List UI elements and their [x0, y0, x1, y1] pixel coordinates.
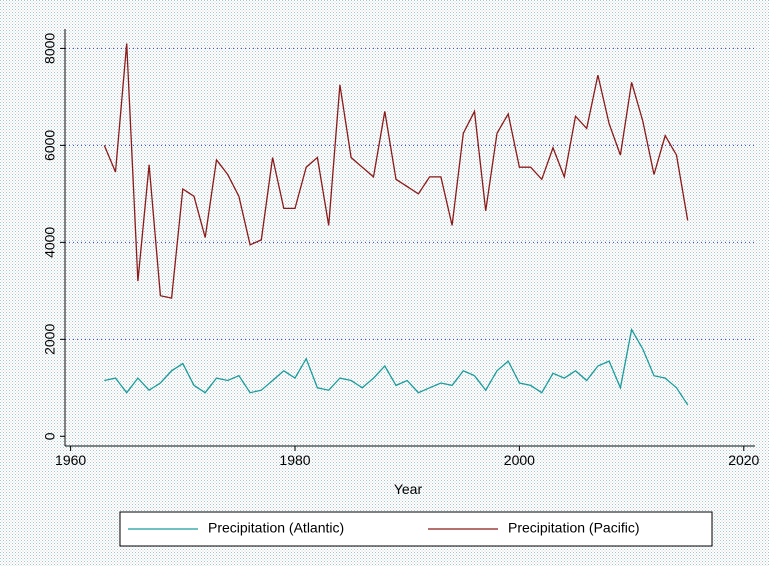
series-line [103, 43, 689, 299]
series-line [104, 327, 689, 406]
x-tick-label: 1960 [55, 452, 86, 468]
x-tick-label: 1980 [279, 452, 310, 468]
y-tick-label: 2000 [42, 324, 58, 355]
x-tick-label: 2020 [728, 452, 759, 468]
y-tick-label: 8000 [42, 33, 58, 64]
legend-label: Precipitation (Atlantic) [208, 520, 344, 536]
legend-label: Precipitation (Pacific) [508, 520, 640, 536]
x-axis-label: Year [394, 481, 423, 497]
legend-box [119, 511, 713, 547]
y-tick-label: 0 [42, 432, 58, 440]
x-tick-label: 2000 [504, 452, 535, 468]
y-tick-label: 4000 [42, 227, 58, 258]
y-tick-label: 6000 [42, 130, 58, 161]
